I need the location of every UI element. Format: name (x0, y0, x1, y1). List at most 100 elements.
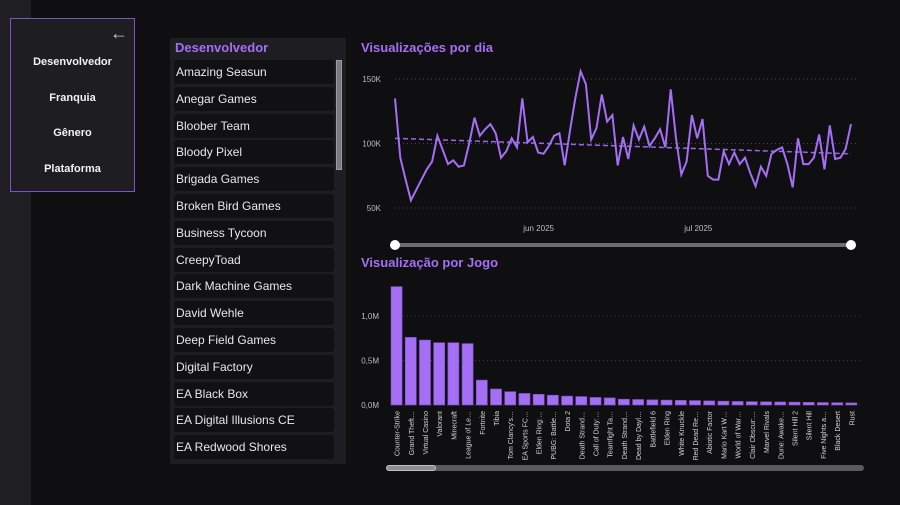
line-chart-data-point[interactable] (488, 122, 493, 127)
bar-chart-bar[interactable] (390, 286, 403, 406)
developer-list-item[interactable]: Dark Machine Games (174, 274, 334, 299)
bar-chart-bar[interactable] (475, 379, 488, 406)
line-chart-data-point[interactable] (435, 133, 440, 138)
bar-chart-bar[interactable] (461, 343, 474, 406)
bar-chart-bar[interactable] (660, 399, 673, 406)
line-chart-data-point[interactable] (801, 162, 806, 167)
line-chart-data-point[interactable] (679, 172, 684, 177)
line-chart-data-point[interactable] (727, 162, 732, 167)
line-chart-data-point[interactable] (689, 113, 694, 118)
line-chart-data-point[interactable] (827, 123, 832, 128)
line-chart-data-point[interactable] (451, 158, 456, 163)
bar-chart-bar[interactable] (589, 397, 602, 406)
line-chart-data-point[interactable] (483, 127, 488, 132)
developer-list-item[interactable]: Business Tycoon (174, 220, 334, 245)
line-chart-data-point[interactable] (705, 173, 710, 178)
nav-item-plataforma[interactable]: Plataforma (44, 163, 101, 175)
developer-list-item[interactable]: Anegar Games (174, 86, 334, 111)
developer-list-item[interactable]: Amazing Seasun (174, 60, 334, 84)
line-chart-data-point[interactable] (477, 133, 482, 138)
line-chart-data-point[interactable] (806, 162, 811, 167)
line-chart-data-point[interactable] (599, 92, 604, 97)
nav-item-desenvolvedor[interactable]: Desenvolvedor (33, 56, 112, 68)
line-chart-data-point[interactable] (520, 96, 525, 101)
line-chart-data-point[interactable] (758, 164, 763, 169)
developer-list-item[interactable]: Brigada Games (174, 167, 334, 192)
line-chart-data-point[interactable] (414, 187, 419, 192)
line-chart-data-point[interactable] (658, 127, 663, 132)
bar-chart-bar[interactable] (760, 401, 772, 406)
line-chart-data-point[interactable] (583, 82, 588, 87)
developer-list-item[interactable]: EA Redwood Shores (174, 435, 334, 460)
line-chart-data-point[interactable] (536, 150, 541, 155)
nav-item-franquia[interactable]: Franquia (49, 92, 96, 104)
line-chart-data-point[interactable] (817, 132, 822, 137)
line-chart-data-point[interactable] (398, 155, 403, 160)
developer-list-scrollbar[interactable] (336, 60, 342, 460)
line-chart-data-point[interactable] (748, 171, 753, 176)
line-chart-data-point[interactable] (795, 136, 800, 141)
line-chart-data-point[interactable] (843, 146, 848, 151)
line-chart-data-point[interactable] (695, 136, 700, 141)
line-chart-data-point[interactable] (589, 137, 594, 142)
line-chart-data-point[interactable] (552, 133, 557, 138)
arrow-left-icon[interactable]: ← (110, 23, 128, 43)
line-chart-data-point[interactable] (663, 145, 668, 150)
bar-chart-bar[interactable] (433, 342, 446, 406)
line-chart-data-point[interactable] (578, 69, 583, 74)
line-chart-data-point[interactable] (530, 135, 535, 140)
line-chart-data-point[interactable] (456, 164, 461, 169)
bar-chart-bar[interactable] (561, 395, 573, 406)
developer-list-item[interactable]: Bloober Team (174, 113, 334, 138)
line-chart-data-point[interactable] (636, 137, 641, 142)
line-chart-data-point[interactable] (684, 159, 689, 164)
developer-list-item[interactable]: Deep Field Games (174, 327, 334, 352)
developer-list-item[interactable]: Broken Bird Games (174, 193, 334, 218)
bar-chart-bar[interactable] (746, 401, 758, 406)
line-chart-data-point[interactable] (605, 119, 610, 124)
bar-chart-bar[interactable] (674, 400, 687, 406)
line-chart-data-point[interactable] (541, 151, 546, 156)
bar-chart-bar[interactable] (447, 342, 460, 406)
line-chart-data-point[interactable] (742, 155, 747, 160)
bar-chart-bar[interactable] (404, 337, 417, 406)
bar-chart-bar[interactable] (518, 393, 531, 406)
developer-list-item[interactable]: EA Digital Illusions CE (174, 408, 334, 433)
line-chart-data-point[interactable] (472, 115, 477, 120)
developer-list-scrollbar-thumb[interactable] (336, 60, 342, 170)
line-chart-data-point[interactable] (626, 156, 631, 161)
line-chart-data-point[interactable] (642, 124, 647, 129)
line-chart-data-point[interactable] (769, 151, 774, 156)
nav-item-genero[interactable]: Gênero (53, 127, 92, 139)
line-chart-data-point[interactable] (631, 123, 636, 128)
bar-chart-bar[interactable] (490, 388, 502, 406)
developer-list-item[interactable]: CreepyToad (174, 247, 334, 272)
line-chart-data-point[interactable] (514, 145, 519, 150)
line-chart-data-point[interactable] (652, 136, 657, 141)
bar-chart-bar[interactable] (419, 339, 431, 406)
bar-chart-bar[interactable] (618, 398, 630, 406)
bar-chart-bar[interactable] (575, 396, 588, 406)
line-chart-data-point[interactable] (811, 155, 816, 160)
line-chart-data-point[interactable] (711, 177, 716, 182)
line-chart-data-point[interactable] (424, 167, 429, 172)
bar-chart-bar[interactable] (802, 402, 815, 406)
bar-chart-bar[interactable] (547, 394, 559, 406)
line-chart-data-point[interactable] (732, 150, 737, 155)
line-chart-data-point[interactable] (509, 136, 514, 141)
line-chart-data-point[interactable] (446, 162, 451, 167)
line-chart-data-point[interactable] (562, 163, 567, 168)
line-chart-data-point[interactable] (674, 136, 679, 141)
line-chart-data-point[interactable] (668, 87, 673, 92)
line-chart-data-point[interactable] (780, 145, 785, 150)
line-chart-data-point[interactable] (753, 184, 758, 189)
bar-chart-bar[interactable] (717, 400, 730, 406)
line-chart-data-point[interactable] (467, 141, 472, 146)
line-chart-data-point[interactable] (833, 156, 838, 161)
bar-chart-bar[interactable] (831, 402, 843, 406)
bar-chart-bar[interactable] (788, 401, 801, 406)
line-chart-data-point[interactable] (493, 131, 498, 136)
line-chart-data-point[interactable] (737, 162, 742, 167)
line-chart-data-point[interactable] (419, 177, 424, 182)
bar-chart-bar[interactable] (532, 394, 545, 406)
